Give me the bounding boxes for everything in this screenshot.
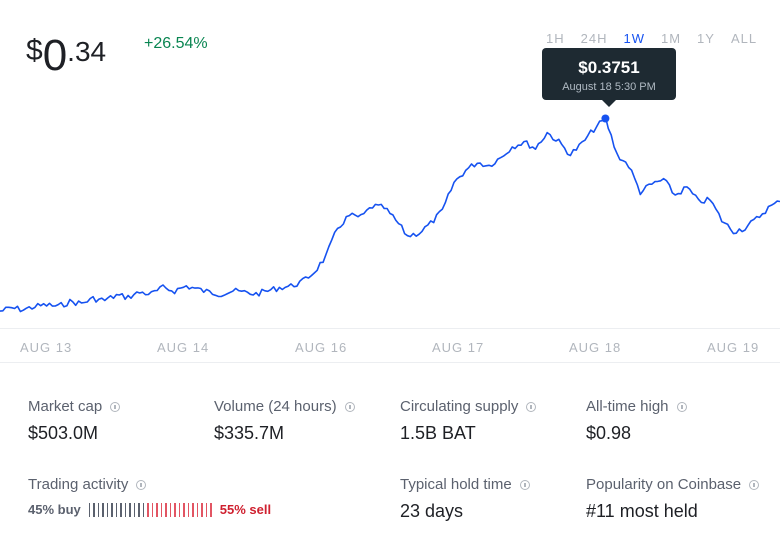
buy-bar <box>133 502 136 517</box>
section-divider <box>0 362 780 363</box>
sell-bar <box>201 502 203 517</box>
buy-bar <box>93 502 95 517</box>
stat-value: $503.0M <box>28 423 99 443</box>
buy-bar <box>142 502 145 517</box>
info-icon[interactable] <box>136 479 147 490</box>
range-24h[interactable]: 24H <box>580 31 608 46</box>
x-tick-label: AUG 18 <box>569 340 622 355</box>
buy-percent: 45% buy <box>28 502 81 517</box>
buy-bar <box>138 502 140 517</box>
stat-label: Typical hold time <box>400 476 512 493</box>
stat-popularity: Popularity on Coinbase #11 most held <box>586 476 760 522</box>
sell-bar <box>165 502 167 517</box>
range-1y[interactable]: 1Y <box>697 31 715 46</box>
stat-circulating-supply: Circulating supply 1.5B BAT <box>400 398 537 444</box>
info-icon[interactable] <box>526 401 537 412</box>
price-currency: $ <box>26 34 43 67</box>
trading-activity-meter: 45% buy 55% sell <box>28 502 271 517</box>
tooltip-price: $0.3751 <box>578 58 640 77</box>
range-all[interactable]: ALL <box>730 31 758 46</box>
x-tick-label: AUG 17 <box>432 340 485 355</box>
buy-bar <box>106 502 109 517</box>
sell-bar <box>169 502 172 517</box>
stat-volume: Volume (24 hours) $335.7M <box>214 398 355 444</box>
price-decimal: .34 <box>67 36 107 67</box>
sell-bar <box>174 502 176 517</box>
sell-bar <box>196 502 199 517</box>
buy-bar <box>88 502 91 517</box>
stat-label: Market cap <box>28 398 103 415</box>
buy-bar <box>124 502 127 517</box>
buy-bar <box>111 502 113 517</box>
x-axis-line <box>0 328 780 329</box>
buy-bar <box>115 502 118 517</box>
stat-market-cap: Market cap $503.0M <box>28 398 121 444</box>
range-1m[interactable]: 1M <box>660 31 682 46</box>
trade-bars <box>88 502 212 517</box>
buy-bar <box>129 502 131 517</box>
stat-label: Volume (24 hours) <box>214 398 337 415</box>
sell-bar <box>147 502 149 517</box>
sell-bar <box>192 502 194 517</box>
buy-bar <box>120 502 122 517</box>
price-display: $ 0 .34 <box>26 30 106 78</box>
buy-bar <box>97 502 100 517</box>
stat-hold-time: Typical hold time 23 days <box>400 476 530 522</box>
sell-bar <box>151 502 154 517</box>
stat-value: 1.5B BAT <box>400 423 476 443</box>
price-integer: 0 <box>42 31 68 80</box>
range-1h[interactable]: 1H <box>546 31 565 46</box>
x-tick-label: AUG 13 <box>20 340 73 355</box>
price-tooltip: $0.3751 August 18 5:30 PM <box>542 48 676 107</box>
sell-bar <box>187 502 190 517</box>
sell-bar <box>183 502 185 517</box>
stat-value: 23 days <box>400 501 464 521</box>
x-tick-label: AUG 19 <box>707 340 760 355</box>
sell-bar <box>156 502 158 517</box>
price-chart[interactable] <box>0 0 780 330</box>
buy-bar <box>102 502 104 517</box>
stat-all-time-high: All-time high $0.98 <box>586 398 687 444</box>
x-tick-label: AUG 16 <box>295 340 348 355</box>
stat-value: $0.98 <box>586 423 632 443</box>
stat-label: Circulating supply <box>400 398 519 415</box>
info-icon[interactable] <box>110 401 121 412</box>
highlight-dot <box>601 114 610 123</box>
tooltip-date: August 18 5:30 PM <box>562 81 656 93</box>
sell-bar <box>178 502 181 517</box>
stat-label: Popularity on Coinbase <box>586 476 742 493</box>
stat-label: All-time high <box>586 398 669 415</box>
stat-label: Trading activity <box>28 476 129 493</box>
info-icon[interactable] <box>519 479 530 490</box>
stat-value: $335.7M <box>214 423 285 443</box>
stat-value: #11 most held <box>586 501 698 521</box>
sell-bar <box>205 502 208 517</box>
sell-bar <box>160 502 163 517</box>
price-change: +26.54% <box>144 35 208 52</box>
tooltip-arrow <box>601 99 617 107</box>
info-icon[interactable] <box>344 401 355 412</box>
info-icon[interactable] <box>676 401 687 412</box>
stat-trading-activity: Trading activity <box>28 476 147 493</box>
price-line <box>0 115 780 313</box>
sell-bar <box>210 502 212 517</box>
info-icon[interactable] <box>749 479 760 490</box>
sell-percent: 55% sell <box>219 502 272 517</box>
x-tick-label: AUG 14 <box>157 340 210 355</box>
